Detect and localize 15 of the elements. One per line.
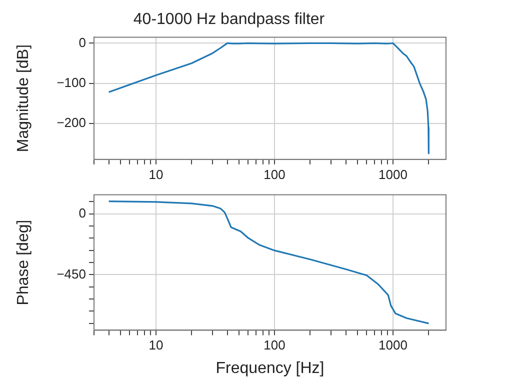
chart-title: 40-1000 Hz bandpass filter: [133, 11, 326, 28]
y-tick-label: −200: [56, 114, 86, 130]
x-tick-label: 1000: [378, 338, 408, 353]
x-tick-label: 10: [148, 166, 164, 182]
y-tick-label: −450: [56, 266, 86, 282]
y-tick-label: 0: [78, 205, 86, 220]
x-tick-label: 1000: [378, 166, 408, 182]
x-tick-label: 100: [264, 166, 286, 182]
y-axis-title: Magnitude [dB]: [15, 44, 32, 152]
y-axis-title: Phase [deg]: [15, 220, 32, 306]
x-tick-label: 10: [148, 338, 164, 353]
y-tick-label: 0: [78, 34, 86, 50]
x-axis-title: Frequency [Hz]: [216, 360, 324, 377]
y-tick-label: −100: [56, 74, 86, 90]
x-tick-label: 100: [264, 338, 286, 353]
